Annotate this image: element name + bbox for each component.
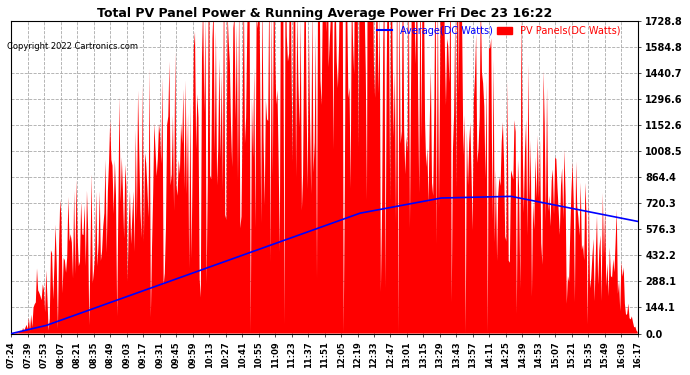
Title: Total PV Panel Power & Running Average Power Fri Dec 23 16:22: Total PV Panel Power & Running Average P…	[97, 7, 552, 20]
Legend: Average(DC Watts), PV Panels(DC Watts): Average(DC Watts), PV Panels(DC Watts)	[377, 26, 620, 36]
Text: Copyright 2022 Cartronics.com: Copyright 2022 Cartronics.com	[7, 42, 138, 51]
